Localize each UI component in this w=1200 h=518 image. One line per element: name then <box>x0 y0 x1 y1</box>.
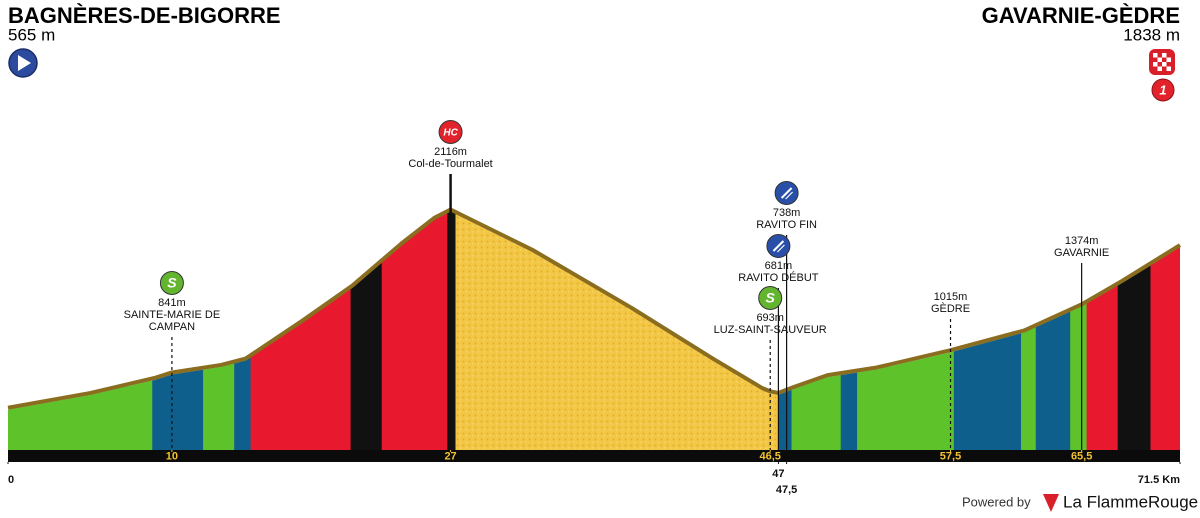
waypoint-name: RAVITO DÉBUT <box>738 271 819 284</box>
footer: Powered by La FlammeRouge <box>962 492 1198 512</box>
x-tick-label: 71.5 Km <box>1138 474 1180 486</box>
waypoint-elevation: 841m <box>158 297 186 309</box>
start-name: BAGNÈRES-DE-BIGORRE <box>8 3 281 28</box>
finish-elevation: 1838 m <box>1123 25 1180 44</box>
waypoint-elevation: 738m <box>773 207 801 219</box>
x-tick-label: 47,5 <box>776 484 797 496</box>
brand: La FlammeRouge <box>1063 492 1198 511</box>
waypoint-elevation: 693m <box>756 312 784 324</box>
waypoint-name: SAINTE-MARIE DE <box>124 309 221 321</box>
gradient-segment <box>381 211 448 450</box>
x-tick-label: 46,5 <box>759 450 780 462</box>
waypoint-name: Col-de-Tourmalet <box>408 158 492 170</box>
gradient-segment <box>250 211 352 450</box>
waypoint-icon-text: S <box>766 290 776 306</box>
gradient-segment <box>234 211 252 450</box>
waypoint-elevation: 1374m <box>1065 235 1099 247</box>
powered-by: Powered by <box>962 494 1031 509</box>
gradient-segment <box>791 211 842 450</box>
gradient-segment <box>455 211 779 450</box>
gradient-segment <box>1150 211 1180 450</box>
waypoint-icon <box>758 286 783 310</box>
waypoint-elevation: 1015m <box>934 291 968 303</box>
waypoint-elevation: 681m <box>765 260 793 272</box>
profile-area <box>8 211 1180 450</box>
gradient-segment <box>1117 211 1151 450</box>
finish-icon <box>1149 49 1175 102</box>
ravito-glyph <box>780 187 793 199</box>
brand-logo <box>1043 494 1059 512</box>
start-icon <box>8 48 38 78</box>
gradient-segment <box>8 211 153 450</box>
waypoint-name: RAVITO FIN <box>756 219 817 231</box>
x-tick-label: 47 <box>772 468 784 480</box>
gradient-segment <box>778 211 793 450</box>
gradient-segment <box>1070 211 1088 450</box>
x-tick-label: 27 <box>444 450 456 462</box>
gradient-segment <box>350 211 383 450</box>
distance-bar <box>8 450 1180 462</box>
waypoint-icon-text: HC <box>443 128 458 139</box>
waypoint-icon <box>438 120 463 144</box>
start-elevation: 565 m <box>8 25 55 44</box>
x-tick-label: 65,5 <box>1071 450 1092 462</box>
waypoint-icon <box>159 271 184 295</box>
gradient-segment <box>1021 211 1037 450</box>
waypoint-elevation: 2116m <box>434 146 467 158</box>
waypoint-name: GÈDRE <box>931 302 970 315</box>
gradient-segment <box>857 211 955 450</box>
finish-badge: 1 <box>1159 82 1166 97</box>
ravito-glyph <box>785 191 794 200</box>
ravito-glyph <box>776 244 785 253</box>
gradient-segment <box>1086 211 1119 450</box>
waypoint-name: CAMPAN <box>149 321 195 333</box>
x-tick-label: 0 <box>8 474 14 486</box>
gradient-segment <box>840 211 858 450</box>
waypoint-icon-text: S <box>167 275 177 291</box>
gradient-segment <box>1035 211 1071 450</box>
waypoint-name: LUZ-SAINT-SAUVEUR <box>714 324 827 336</box>
x-tick-label: 57,5 <box>940 450 961 462</box>
x-tick-label: 10 <box>166 450 178 462</box>
waypoint-name: GAVARNIE <box>1054 247 1109 259</box>
gradient-segment <box>203 211 235 450</box>
gradient-segment <box>953 211 1022 450</box>
finish-name: GAVARNIE-GÈDRE <box>982 3 1180 28</box>
ravito-glyph <box>772 240 785 252</box>
